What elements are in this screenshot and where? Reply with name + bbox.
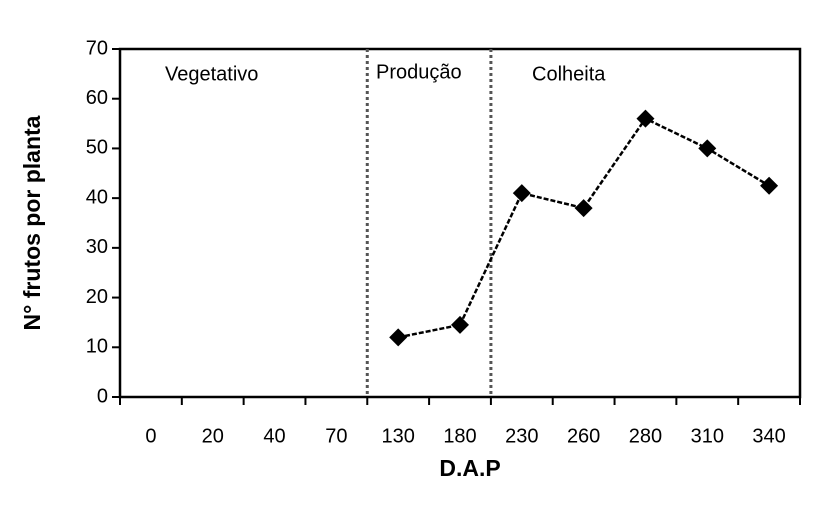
x-tick-label: 280 bbox=[629, 425, 662, 447]
y-axis-label: N° frutos por planta bbox=[19, 115, 45, 330]
marker bbox=[698, 139, 717, 158]
x-tick-label: 20 bbox=[202, 425, 224, 447]
annotation: Produção bbox=[376, 61, 462, 83]
y-tick-label: 60 bbox=[86, 87, 108, 109]
x-tick-label: 70 bbox=[325, 425, 347, 447]
marker bbox=[574, 199, 593, 218]
marker bbox=[451, 315, 469, 334]
plot-frame bbox=[118, 47, 802, 399]
x-tick-label: 40 bbox=[263, 425, 285, 447]
y-tick-label: 50 bbox=[86, 137, 108, 159]
y-tick-label: 30 bbox=[86, 236, 108, 258]
y-tick-label: 20 bbox=[86, 286, 108, 308]
marker bbox=[760, 176, 779, 195]
x-tick-label: 180 bbox=[443, 425, 476, 447]
x-axis-label: D.A.P bbox=[439, 455, 500, 481]
marker bbox=[389, 328, 408, 347]
y-tick-label: 0 bbox=[97, 385, 108, 407]
y-tick-label: 40 bbox=[86, 186, 108, 208]
marker bbox=[512, 184, 531, 203]
marker bbox=[636, 109, 655, 128]
x-tick-label: 340 bbox=[752, 425, 785, 447]
series-line bbox=[397, 117, 770, 339]
x-tick-label: 230 bbox=[505, 425, 538, 447]
y-tick-label: 70 bbox=[86, 37, 108, 59]
annotation: Colheita bbox=[532, 63, 606, 85]
x-tick-label: 310 bbox=[691, 425, 724, 447]
x-tick-label: 0 bbox=[145, 425, 156, 447]
annotation: Vegetativo bbox=[165, 63, 258, 85]
y-tick-label: 10 bbox=[86, 336, 108, 358]
x-tick-label: 260 bbox=[567, 425, 600, 447]
x-tick-label: 130 bbox=[381, 425, 414, 447]
